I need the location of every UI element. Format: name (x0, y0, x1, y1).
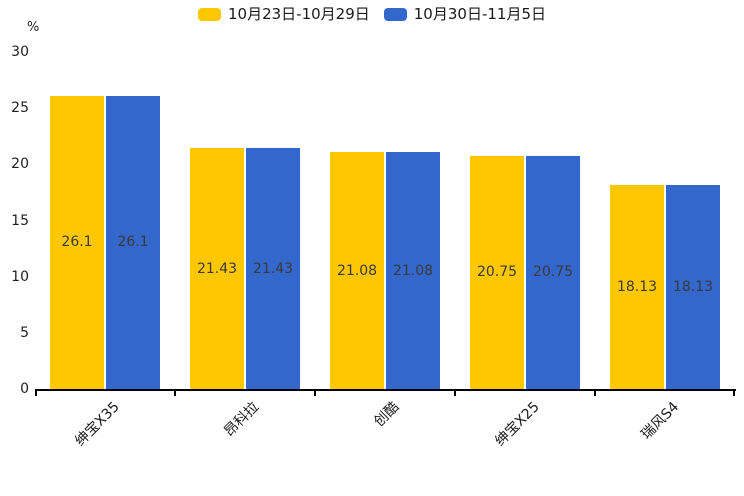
x-axis-tick (314, 391, 316, 396)
bar-week1[interactable] (190, 148, 244, 389)
x-category-label: 瑞风S4 (638, 399, 683, 443)
y-tick-label: 0 (20, 381, 29, 397)
bar-value-label: 21.08 (336, 262, 378, 279)
bar-week2[interactable] (666, 185, 720, 389)
bar-value-label: 20.75 (476, 264, 518, 281)
legend-item-week1[interactable]: 10月23日-10月29日 (198, 6, 370, 23)
x-axis-tick (454, 391, 456, 396)
x-axis-tick (733, 391, 735, 396)
y-tick-label: 25 (11, 100, 29, 117)
y-tick-label: 15 (11, 212, 29, 229)
y-tick-label: 5 (20, 324, 29, 341)
legend-swatch-week2 (383, 8, 407, 21)
x-axis-line (35, 389, 736, 391)
y-axis-tick-labels: 0 5 10 15 20 25 30 (0, 44, 29, 397)
legend: 10月23日-10月29日 10月30日-11月5日 (0, 6, 744, 23)
bar-week2[interactable] (106, 95, 160, 389)
bar-week1[interactable] (470, 155, 524, 389)
y-tick-label: 30 (11, 44, 29, 60)
bar-week1[interactable] (50, 95, 104, 389)
bar-value-label: 26.1 (61, 234, 93, 251)
bar-week2[interactable] (386, 152, 440, 389)
x-category-label: 昂科拉 (221, 399, 263, 441)
bar-value-label: 21.08 (392, 262, 434, 279)
legend-label-week1: 10月23日-10月29日 (228, 5, 370, 23)
bar-week2[interactable] (526, 155, 580, 389)
bar-value-label: 18.13 (616, 279, 658, 296)
y-axis-unit-label: % (27, 20, 40, 35)
bar-value-label: 20.75 (532, 264, 574, 281)
legend-item-week2[interactable]: 10月30日-11月5日 (383, 5, 546, 23)
bar-value-label: 26.1 (117, 234, 149, 251)
bar-value-label: 21.43 (252, 260, 294, 277)
legend-swatch-week1 (198, 8, 221, 21)
y-tick-label: 10 (11, 268, 29, 285)
bar-week1[interactable] (610, 185, 664, 389)
x-category-label: 绅宝X35 (71, 399, 123, 450)
x-axis-tick (35, 391, 37, 396)
x-axis-tick (594, 391, 596, 396)
x-axis-tick (174, 391, 176, 396)
bar-week1[interactable] (330, 152, 384, 389)
y-tick-label: 20 (11, 156, 29, 173)
plot-area: 26.1 26.1 绅宝X35 21.43 21.43 昂科拉 21.08 21.08 创酷 20… (35, 52, 736, 449)
x-category-label: 绅宝X25 (491, 399, 543, 450)
bar-value-label: 21.43 (196, 260, 238, 277)
legend-label-week2: 10月30日-11月5日 (413, 5, 546, 23)
bar-week2[interactable] (246, 148, 300, 389)
x-category-label: 创酷 (371, 399, 403, 431)
bar-value-label: 18.13 (672, 279, 714, 296)
